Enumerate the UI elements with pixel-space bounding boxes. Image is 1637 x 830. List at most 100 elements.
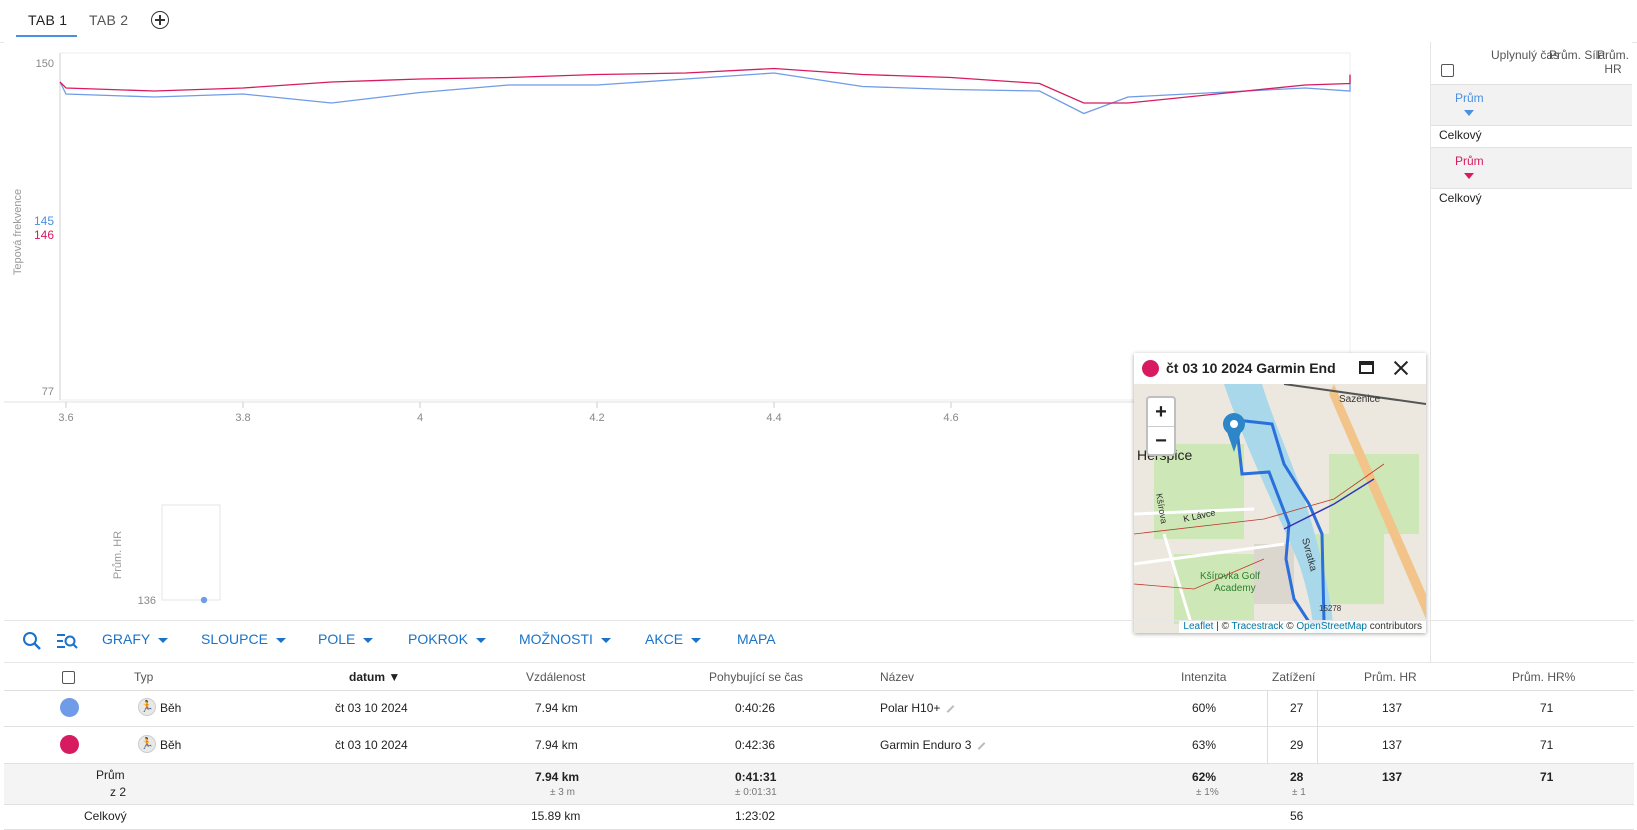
- avg-cas-dev: ± 0:01:31: [735, 787, 777, 798]
- series-line-2: [59, 67, 1351, 104]
- cell-zatizeni: 29: [1290, 738, 1304, 752]
- scatter-plot-area: [161, 504, 221, 601]
- x-tick-label: 3.6: [58, 412, 73, 424]
- total-zatizeni: 56: [1290, 809, 1304, 823]
- menu-pokrok[interactable]: POKROK: [408, 631, 486, 647]
- x-tick-label: 3.8: [235, 412, 250, 424]
- avg-prum-hr-pct: 71: [1540, 770, 1554, 784]
- route-map[interactable]: Sazenice Herspice Kšírova K Lávce Svratk…: [1134, 384, 1426, 633]
- plot-area: [59, 52, 1351, 401]
- cell-prum-hr: 137: [1382, 701, 1403, 715]
- col-header-avg-hr[interactable]: Prům. HR: [1596, 48, 1629, 76]
- map-label: Academy: [1214, 583, 1256, 594]
- caret-down-icon: [275, 637, 286, 643]
- menu-pole[interactable]: POLE: [318, 631, 374, 647]
- y-readout-value: 146: [34, 228, 54, 242]
- active-tab-indicator: [16, 35, 77, 37]
- y-tick-label: 150: [36, 58, 54, 70]
- menu-grafy[interactable]: GRAFY: [102, 631, 169, 647]
- summary-total-label: Celkový: [1439, 191, 1482, 205]
- cell-vzdalenost: 7.94 km: [535, 738, 578, 752]
- total-cas: 1:23:02: [735, 809, 776, 823]
- col-typ[interactable]: Typ: [134, 670, 154, 684]
- col-header-elapsed[interactable]: Uplynulý čas: [1490, 48, 1560, 62]
- cell-prum-hr: 137: [1382, 738, 1403, 752]
- map-attribution: Leaflet | © Tracestrack © OpenStreetMap …: [1179, 620, 1426, 633]
- y-axis-label: Tepová frekvence: [12, 189, 24, 275]
- map-label: Sazenice: [1339, 394, 1381, 405]
- filter-search-icon[interactable]: [56, 631, 78, 651]
- osm-link[interactable]: OpenStreetMap: [1296, 621, 1367, 632]
- toolbar: GRAFY SLOUPCE POLE POKROK MOŽNOSTI AKCE …: [4, 620, 1634, 663]
- col-nazev[interactable]: Název: [880, 670, 915, 684]
- col-cas[interactable]: Pohybující se čas: [709, 670, 804, 684]
- group-label: Prům: [1455, 91, 1484, 105]
- menu-mapa[interactable]: MAPA: [737, 631, 776, 647]
- caret-down-icon: [475, 637, 486, 643]
- group-label: Prům: [1455, 154, 1484, 168]
- caret-down-icon: [363, 637, 374, 643]
- cell-intenzita: 60%: [1192, 701, 1217, 715]
- running-icon: 🏃: [138, 698, 156, 716]
- menu-moznosti[interactable]: MOŽNOSTI: [519, 631, 611, 647]
- table-row[interactable]: 🏃 Běh čt 03 10 2024 7.94 km 0:40:26 Pola…: [4, 690, 1634, 727]
- summary-group-1[interactable]: Prům: [1431, 84, 1632, 126]
- zoom-out-button[interactable]: −: [1155, 430, 1167, 452]
- zoom-in-button[interactable]: +: [1148, 398, 1174, 427]
- col-datum[interactable]: datum ▼: [349, 670, 401, 684]
- avg-hr-scatter-chart[interactable]: Prům. HR 136: [4, 482, 404, 632]
- tracestrack-link[interactable]: Tracestrack: [1231, 621, 1284, 632]
- total-label: Celkový: [84, 809, 127, 823]
- col-zatizeni[interactable]: Zatížení: [1272, 670, 1316, 684]
- caret-down-icon: [691, 637, 702, 643]
- summary-total-label: Celkový: [1439, 128, 1482, 142]
- col-intenzita[interactable]: Intenzita: [1181, 670, 1227, 684]
- avg-vzdalenost: 7.94 km: [535, 770, 580, 784]
- chart-area: 3.6 3.8 4 4.2 4.4 4.6 150 77 145 146 Tepová frekve…: [4, 42, 1430, 612]
- map-popup: čt 03 10 2024 Garmin End Sazenice Herspi…: [1134, 353, 1426, 633]
- caret-down-icon: [1464, 173, 1474, 179]
- avg-intenzita-dev: ± 1%: [1196, 787, 1219, 798]
- tab-1[interactable]: TAB 1: [28, 12, 68, 28]
- select-all-rows-checkbox[interactable]: [62, 671, 75, 684]
- search-icon[interactable]: [22, 631, 42, 651]
- col-header-avg-power[interactable]: Prům. Síla: [1548, 48, 1605, 62]
- table-avg-row: Prům z 2 7.94 km ± 3 m 0:41:31 ± 0:01:31…: [4, 764, 1634, 805]
- caret-down-icon: [600, 637, 611, 643]
- avg-label: Prům: [96, 768, 125, 782]
- cell-typ: Běh: [160, 738, 182, 752]
- col-vzdalenost[interactable]: Vzdálenost: [526, 670, 586, 684]
- series-line-1: [59, 72, 1351, 115]
- col-prum-hr[interactable]: Prům. HR: [1364, 670, 1417, 684]
- map-label: 15278: [1319, 604, 1342, 613]
- cell-datum: čt 03 10 2024: [335, 738, 408, 752]
- table-total-row: Celkový 15.89 km 1:23:02 56: [4, 805, 1634, 830]
- maximize-icon[interactable]: [1359, 361, 1374, 374]
- menu-sloupce[interactable]: SLOUPCE: [201, 631, 286, 647]
- edit-pencil-icon: [946, 704, 955, 713]
- add-tab-icon[interactable]: [151, 11, 169, 29]
- close-icon[interactable]: [1392, 359, 1410, 377]
- caret-down-icon: [158, 637, 169, 643]
- cell-prum-hr-pct: 71: [1540, 701, 1554, 715]
- select-all-checkbox[interactable]: [1441, 64, 1454, 77]
- activity-color-dot: [60, 735, 79, 754]
- total-vzdalenost: 15.89 km: [531, 809, 581, 823]
- cell-nazev: Polar H10+: [880, 701, 955, 715]
- cell-datum: čt 03 10 2024: [335, 701, 408, 715]
- menu-akce[interactable]: AKCE: [645, 631, 702, 647]
- summary-group-2[interactable]: Prům: [1431, 147, 1632, 189]
- tab-bar: TAB 1 TAB 2: [0, 0, 1637, 43]
- y-readout-value: 145: [34, 214, 54, 228]
- avg-count: z 2: [110, 785, 127, 799]
- leaflet-link[interactable]: Leaflet: [1183, 621, 1214, 632]
- cell-prum-hr-pct: 71: [1540, 738, 1554, 752]
- table-row[interactable]: 🏃 Běh čt 03 10 2024 7.94 km 0:42:36 Garm…: [4, 727, 1634, 764]
- cell-cas: 0:40:26: [735, 701, 776, 715]
- cell-typ: Běh: [160, 701, 182, 715]
- y-tick-label: 77: [42, 386, 54, 398]
- col-prum-hr-pct[interactable]: Prům. HR%: [1512, 670, 1576, 684]
- avg-intenzita: 62%: [1192, 770, 1217, 784]
- tab-2[interactable]: TAB 2: [89, 12, 129, 28]
